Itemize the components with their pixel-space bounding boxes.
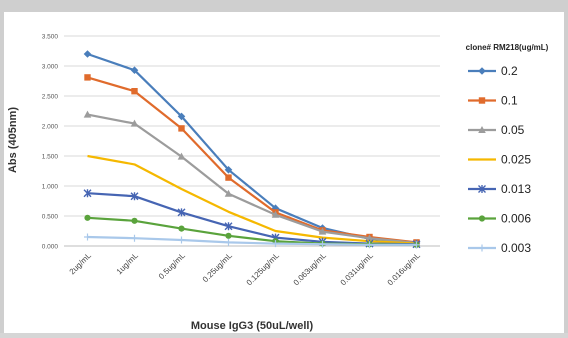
y-tick-labels: 0.000 0.500 1.000 1.500 2.000 2.500 3.000 3.500 xyxy=(42,34,59,251)
data-point xyxy=(225,174,232,181)
data-point xyxy=(318,227,327,235)
data-point xyxy=(84,214,91,221)
data-point xyxy=(131,217,138,224)
data-point xyxy=(478,185,486,193)
data-point xyxy=(478,244,486,252)
data-point xyxy=(478,97,486,104)
data-point xyxy=(178,125,185,132)
series-lines xyxy=(83,50,421,249)
legend-item: 0.2 xyxy=(468,64,518,78)
data-point xyxy=(478,67,486,75)
data-point xyxy=(84,74,91,81)
x-tick-label: 2ug/mL xyxy=(68,251,94,277)
y-tick-label: 3.000 xyxy=(42,64,59,71)
series-line xyxy=(87,52,417,245)
y-tick-label: 3.500 xyxy=(42,34,59,41)
data-point xyxy=(366,241,373,249)
data-point xyxy=(177,152,186,160)
legend-label: 0.2 xyxy=(501,64,518,78)
y-tick-label: 0.000 xyxy=(42,244,59,251)
x-tick-label: 0.5ug/mL xyxy=(157,251,187,281)
y-tick-label: 0.500 xyxy=(42,214,59,221)
series-line xyxy=(87,235,417,246)
data-point xyxy=(478,126,486,133)
legend-item: 0.013 xyxy=(468,182,531,196)
legend-label: 0.025 xyxy=(501,153,531,167)
legend-label: 0.05 xyxy=(501,123,525,137)
data-point xyxy=(131,88,138,95)
legend-item: 0.003 xyxy=(468,241,531,255)
x-tick-label: 1ug/mL xyxy=(115,251,141,277)
legend-label: 0.006 xyxy=(501,212,531,226)
y-tick-label: 1.500 xyxy=(42,154,59,161)
data-point xyxy=(478,215,486,222)
x-tick-label: 0.031ug/mL xyxy=(339,251,376,288)
data-point xyxy=(365,234,374,242)
legend-item: 0.006 xyxy=(468,212,531,226)
data-point xyxy=(319,240,326,248)
data-point xyxy=(225,238,232,246)
data-point xyxy=(224,189,233,197)
data-point xyxy=(84,233,91,241)
x-tick-labels: 2ug/mL 1ug/mL 0.5ug/mL 0.25ug/mL 0.125ug/mL 0… xyxy=(68,251,423,288)
data-point xyxy=(83,189,92,198)
data-point xyxy=(83,110,92,118)
series-line xyxy=(87,113,417,245)
data-point xyxy=(131,234,138,242)
gridlines xyxy=(64,35,440,247)
data-point xyxy=(177,208,186,217)
legend-item: 0.05 xyxy=(468,123,525,137)
series-0-2 xyxy=(83,50,421,247)
legend-item: 0.1 xyxy=(468,94,518,108)
elisa-line-chart: 0.000 0.500 1.000 1.500 2.000 2.500 3.000 3.500… xyxy=(7,34,549,333)
x-tick-label: 0.125ug/mL xyxy=(245,251,282,288)
data-point xyxy=(130,192,139,201)
data-point xyxy=(83,50,92,58)
x-axis-title: Mouse IgG3 (50uL/well) xyxy=(191,320,314,332)
legend-title: clone# RM218(ug/mL) xyxy=(466,43,549,52)
series-line xyxy=(87,76,417,244)
y-axis-title: Abs (405nm) xyxy=(7,107,19,173)
data-point xyxy=(271,210,280,218)
series-0-003 xyxy=(84,233,420,249)
data-point xyxy=(177,112,186,121)
y-tick-label: 2.500 xyxy=(42,94,59,101)
data-point xyxy=(224,222,233,231)
data-point xyxy=(224,166,233,174)
data-point xyxy=(225,232,232,239)
y-tick-label: 2.000 xyxy=(42,124,59,131)
legend-item: 0.025 xyxy=(468,153,531,167)
legend-label: 0.013 xyxy=(501,182,531,196)
data-point xyxy=(271,204,280,212)
chart-panel: 0.000 0.500 1.000 1.500 2.000 2.500 3.000 3.500… xyxy=(4,12,564,333)
data-point xyxy=(130,66,139,74)
y-tick-label: 1.000 xyxy=(42,184,59,191)
data-point xyxy=(178,236,185,244)
data-point xyxy=(272,240,279,248)
series-0-05 xyxy=(83,110,421,246)
data-point xyxy=(413,241,420,249)
legend: 0.2 0.1 0.05 0.025 0.013 0.006 0.003 xyxy=(468,64,531,255)
legend-label: 0.003 xyxy=(501,241,531,255)
x-tick-label: 0.016ug/mL xyxy=(386,251,423,288)
series-0-025 xyxy=(87,154,417,245)
data-point xyxy=(130,119,139,127)
data-point xyxy=(178,225,185,232)
series-line xyxy=(87,154,417,245)
legend-label: 0.1 xyxy=(501,94,518,108)
x-tick-label: 0.063ug/mL xyxy=(292,251,329,288)
x-tick-label: 0.25ug/mL xyxy=(201,251,234,284)
